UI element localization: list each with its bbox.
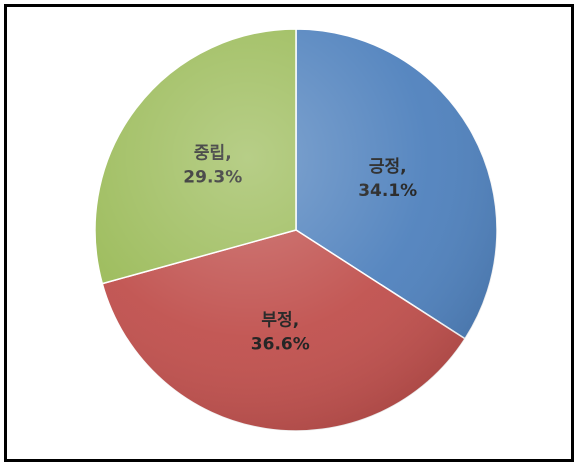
slice-category-label: 긍정, (369, 157, 407, 177)
pie-slices (94, 28, 498, 432)
pie-chart: 긍정, 34.1% 부정, 36.6% 중립, 29.3% (94, 28, 498, 432)
slice-category-label: 중립, (194, 144, 232, 164)
chart-frame: 긍정, 34.1% 부정, 36.6% 중립, 29.3% (4, 4, 574, 462)
slice-value-label: 36.6% (251, 334, 310, 354)
slice-value-label: 29.3% (183, 168, 242, 188)
slice-value-label: 34.1% (358, 181, 417, 201)
slice-category-label: 부정, (261, 310, 299, 330)
